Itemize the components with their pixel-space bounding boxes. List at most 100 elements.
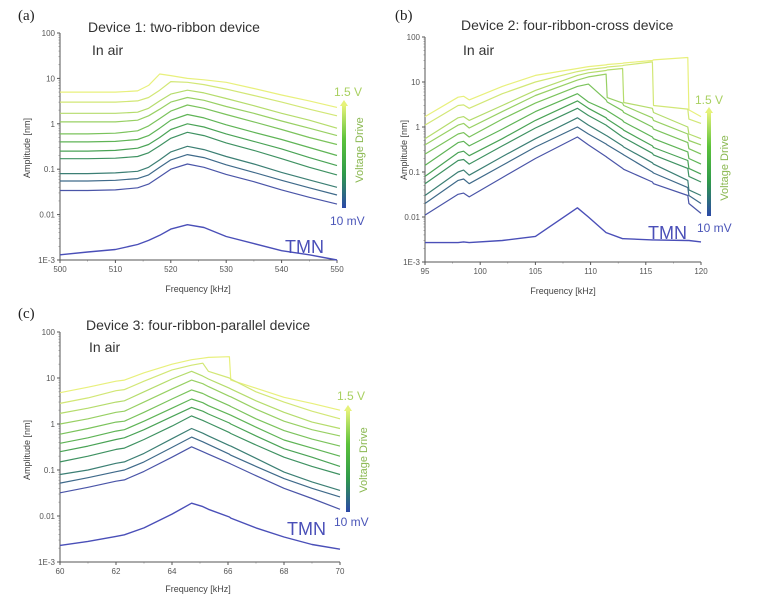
y-tick-label: 0.01 [39, 211, 55, 220]
colorbar-arrowhead [344, 405, 352, 411]
series-line [59, 224, 338, 261]
x-tick-label: 62 [112, 567, 121, 576]
tmn-annotation: TMN [285, 237, 324, 257]
y-axis-label: Amplitude [nm] [22, 118, 32, 178]
x-tick-label: 95 [421, 267, 430, 276]
x-tick-label: 60 [56, 567, 65, 576]
y-tick-label: 100 [42, 328, 56, 337]
chart-subtitle: In air [463, 42, 494, 58]
chart-subtitle: In air [89, 339, 120, 355]
series-line [60, 145, 338, 188]
plot-area: 1E-3 0.01 0.1 1 10 100 500 510 520 530 540 550 [38, 29, 348, 274]
series-line [60, 89, 338, 129]
panel-letter: (c) [18, 306, 35, 322]
panel-a: (a) Device 1: two-ribbon device In air 1… [18, 8, 366, 294]
series-line [424, 117, 702, 197]
series-line [424, 126, 702, 205]
series-line [60, 81, 338, 117]
y-tick-label: 10 [411, 78, 420, 87]
x-tick-label: 100 [474, 267, 488, 276]
series-line [60, 104, 338, 146]
series-line [59, 379, 341, 437]
y-tick-label: 1 [416, 123, 421, 132]
colorbar-label: Voltage Drive [719, 135, 731, 200]
y-tick-label: 1 [51, 120, 56, 129]
y-tick-label: 0.1 [44, 466, 56, 475]
series-line [424, 93, 702, 166]
series-line [60, 154, 338, 196]
x-tick-label: 64 [168, 567, 177, 576]
series-line [59, 356, 341, 411]
series-line [59, 398, 341, 457]
series-line [424, 107, 702, 185]
series-line [424, 61, 702, 126]
x-tick-label: 105 [529, 267, 543, 276]
colorbar [342, 105, 346, 208]
y-tick-label: 100 [42, 29, 56, 38]
colorbar-bottom-label: 10 mV [330, 214, 365, 228]
panel-b: (b) Device 2: four-ribbon-cross device I… [395, 8, 732, 296]
series-line [424, 100, 702, 177]
series-line [59, 436, 341, 498]
series-line [424, 67, 702, 140]
y-tick-label: 0.01 [404, 213, 420, 222]
colorbar-top-label: 1.5 V [695, 93, 723, 107]
colorbar [707, 112, 711, 216]
colorbar-label: Voltage Drive [354, 117, 366, 182]
x-axis-label: Frequency [kHz] [165, 284, 231, 294]
series-line [60, 123, 338, 167]
y-tick-label: 1E-3 [38, 558, 55, 567]
series-line [59, 406, 341, 467]
y-tick-label: 1E-3 [38, 256, 55, 265]
series-line [59, 362, 341, 420]
series-line [424, 136, 702, 216]
plot-area: 1E-3 0.01 0.1 1 10 100 60 62 64 66 68 70 [38, 328, 352, 576]
y-tick-label: 100 [407, 33, 421, 42]
chart-title: Device 2: four-ribbon-cross device [461, 17, 674, 33]
series-line [59, 427, 341, 491]
series-line [60, 96, 338, 137]
chart-subtitle: In air [92, 42, 123, 58]
y-tick-label: 0.1 [409, 168, 421, 177]
series-line [60, 73, 338, 108]
x-axis-label: Frequency [kHz] [165, 584, 231, 594]
series-line [60, 131, 338, 176]
colorbar-bottom-label: 10 mV [697, 221, 732, 235]
series-line [60, 113, 338, 157]
colorbar [346, 410, 350, 512]
x-tick-label: 110 [584, 267, 597, 276]
colorbar-arrowhead [705, 107, 713, 113]
y-tick-label: 0.1 [44, 165, 56, 174]
x-tick-label: 120 [694, 267, 708, 276]
x-tick-label: 70 [336, 567, 345, 576]
chart-title: Device 3: four-ribbon-parallel device [86, 317, 310, 333]
x-tick-label: 500 [53, 265, 67, 274]
series-line [59, 370, 341, 430]
y-tick-label: 10 [46, 374, 55, 383]
x-tick-label: 66 [224, 567, 233, 576]
x-tick-label: 550 [330, 265, 344, 274]
series-line [60, 163, 338, 205]
series-line [424, 73, 702, 146]
x-tick-label: 68 [280, 567, 289, 576]
series-line [424, 56, 702, 118]
x-tick-label: 520 [164, 265, 178, 274]
series-line [59, 502, 341, 550]
y-axis-label: Amplitude [nm] [22, 420, 32, 480]
colorbar-arrowhead [340, 100, 348, 106]
chart-title: Device 1: two-ribbon device [88, 19, 260, 35]
series-line [424, 83, 702, 155]
x-tick-label: 540 [275, 265, 289, 274]
y-tick-label: 0.01 [39, 512, 55, 521]
x-axis-label: Frequency [kHz] [530, 286, 596, 296]
colorbar-top-label: 1.5 V [334, 85, 362, 99]
x-tick-label: 510 [109, 265, 123, 274]
tmn-annotation: TMN [287, 519, 326, 539]
series-line [425, 207, 702, 244]
colorbar-bottom-label: 10 mV [334, 515, 369, 529]
y-tick-label: 1E-3 [403, 258, 420, 267]
panel-letter: (a) [18, 8, 35, 24]
colorbar-top-label: 1.5 V [337, 389, 365, 403]
tmn-annotation: TMN [648, 223, 687, 243]
